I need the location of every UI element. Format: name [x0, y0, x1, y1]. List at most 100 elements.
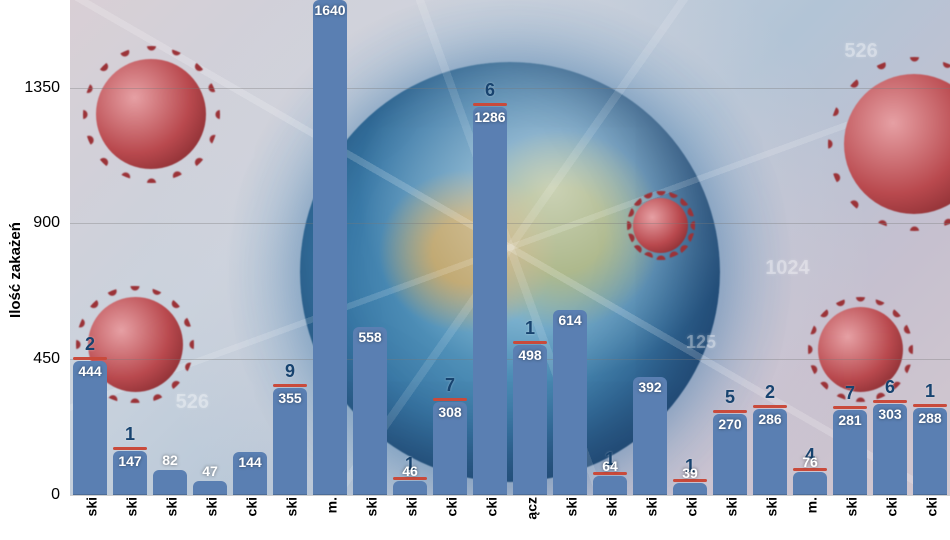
plot-area: 5265261024125 24441147824714493551640558… [70, 0, 950, 495]
x-tick-label: ski [764, 497, 780, 516]
x-tick-label: ącz [524, 497, 540, 520]
bar-value-label: 281 [830, 412, 870, 428]
bar-value-label: 558 [350, 329, 390, 345]
y-tick-label: 1350 [24, 79, 70, 97]
bar-slot: 47 [190, 0, 230, 495]
x-tick-label: m. [324, 497, 340, 513]
bar-top-label: 6 [470, 80, 510, 101]
bar-value-label: 444 [70, 363, 110, 379]
bar-cap [433, 398, 467, 401]
bar-value-label: 288 [910, 410, 950, 426]
x-tick-label: ski [84, 497, 100, 516]
x-tick-label: cki [924, 497, 940, 516]
bar [513, 345, 547, 495]
bar-top-label: 2 [750, 382, 790, 403]
y-axis-title: Ilość zakażeń [7, 222, 24, 318]
bar-slot: 82 [150, 0, 190, 495]
bar [673, 483, 707, 495]
bar-slot: 9 355 [270, 0, 310, 495]
x-tick-label: ski [564, 497, 580, 516]
bar-value-label: 64 [590, 458, 630, 474]
bar-slot: 146 [390, 0, 430, 495]
bar-slot: 164 [590, 0, 630, 495]
bar-value-label: 308 [430, 404, 470, 420]
bar-slot: 1640 [310, 0, 350, 495]
bar [353, 327, 387, 495]
bar-cap [113, 447, 147, 450]
bar-cap [513, 341, 547, 344]
bar-cap [873, 400, 907, 403]
bar-value-label: 47 [190, 463, 230, 479]
bar-slot: 139 [670, 0, 710, 495]
bar-slot: 1288 [910, 0, 950, 495]
bar [193, 481, 227, 495]
bar-top-label: 9 [270, 361, 310, 382]
x-tick-label: ski [404, 497, 420, 516]
bar-slot: 2 286 [750, 0, 790, 495]
bar-value-label: 614 [550, 312, 590, 328]
bar-value-label: 270 [710, 416, 750, 432]
bar [593, 476, 627, 495]
bar-top-label: 1 [510, 318, 550, 339]
x-tick-label: ski [844, 497, 860, 516]
bar-slot: 6 1286 [470, 0, 510, 495]
bar-cap [833, 406, 867, 409]
bar-cap [473, 103, 507, 106]
bar-slot: 144 [230, 0, 270, 495]
bar-value-label: 498 [510, 347, 550, 363]
x-tick-label: cki [884, 497, 900, 516]
bar-cap [753, 405, 787, 408]
x-tick-label: ski [124, 497, 140, 516]
bar [553, 310, 587, 495]
bar-value-label: 303 [870, 406, 910, 422]
bar-top-label: 6 [870, 377, 910, 398]
bar-value-label: 46 [390, 463, 430, 479]
bar-top-label: 7 [830, 383, 870, 404]
bar-slot: 558 [350, 0, 390, 495]
bar-slot: 1 498 [510, 0, 550, 495]
bar-cap [273, 384, 307, 387]
y-tick-label: 450 [33, 350, 70, 368]
bar-top-label: 5 [710, 387, 750, 408]
bar [73, 361, 107, 495]
bar-value-label: 144 [230, 454, 270, 470]
x-tick-label: cki [684, 497, 700, 516]
bar-cap [73, 357, 107, 360]
x-tick-label: cki [484, 497, 500, 516]
bar-value-label: 286 [750, 411, 790, 427]
bar-slot: 7 281 [830, 0, 870, 495]
x-tick-label: cki [244, 497, 260, 516]
bar-slot: 2 444 [70, 0, 110, 495]
bar [473, 107, 507, 495]
bar-value-label: 355 [270, 390, 310, 406]
bar-value-label: 1286 [470, 109, 510, 125]
bars-container: 2444114782471449355164055814673086128614… [70, 0, 950, 495]
y-tick-label: 900 [33, 214, 70, 232]
bar-top-label: 7 [430, 375, 470, 396]
bar-slot: 476 [790, 0, 830, 495]
bar-value-label: 1640 [310, 2, 350, 18]
y-tick-label: 0 [51, 486, 70, 504]
bar-value-label: 82 [150, 452, 190, 468]
bar-cap [713, 410, 747, 413]
bar-slot: 1147 [110, 0, 150, 495]
bar-slot: 6 303 [870, 0, 910, 495]
bar-value-label: 39 [670, 465, 710, 481]
bar [153, 470, 187, 495]
x-axis: ski ski ski ski cki ski m. ski ski cki cki ącz ski sk… [70, 495, 950, 540]
x-tick-label: ski [364, 497, 380, 516]
bar-slot: 7 308 [430, 0, 470, 495]
bar-value-label: 392 [630, 379, 670, 395]
bar-cap [913, 404, 947, 407]
infection-bar-chart: Ilość zakażeń 5265261024125 244411478247… [0, 0, 950, 540]
x-tick-label: m. [804, 497, 820, 513]
x-tick-label: ski [604, 497, 620, 516]
x-tick-label: ski [644, 497, 660, 516]
x-tick-label: ski [204, 497, 220, 516]
bar-top-label: 2 [70, 334, 110, 355]
bar-slot: 392 [630, 0, 670, 495]
x-tick-label: ski [164, 497, 180, 516]
bar [393, 481, 427, 495]
x-tick-label: ski [724, 497, 740, 516]
bar-slot: 5 270 [710, 0, 750, 495]
